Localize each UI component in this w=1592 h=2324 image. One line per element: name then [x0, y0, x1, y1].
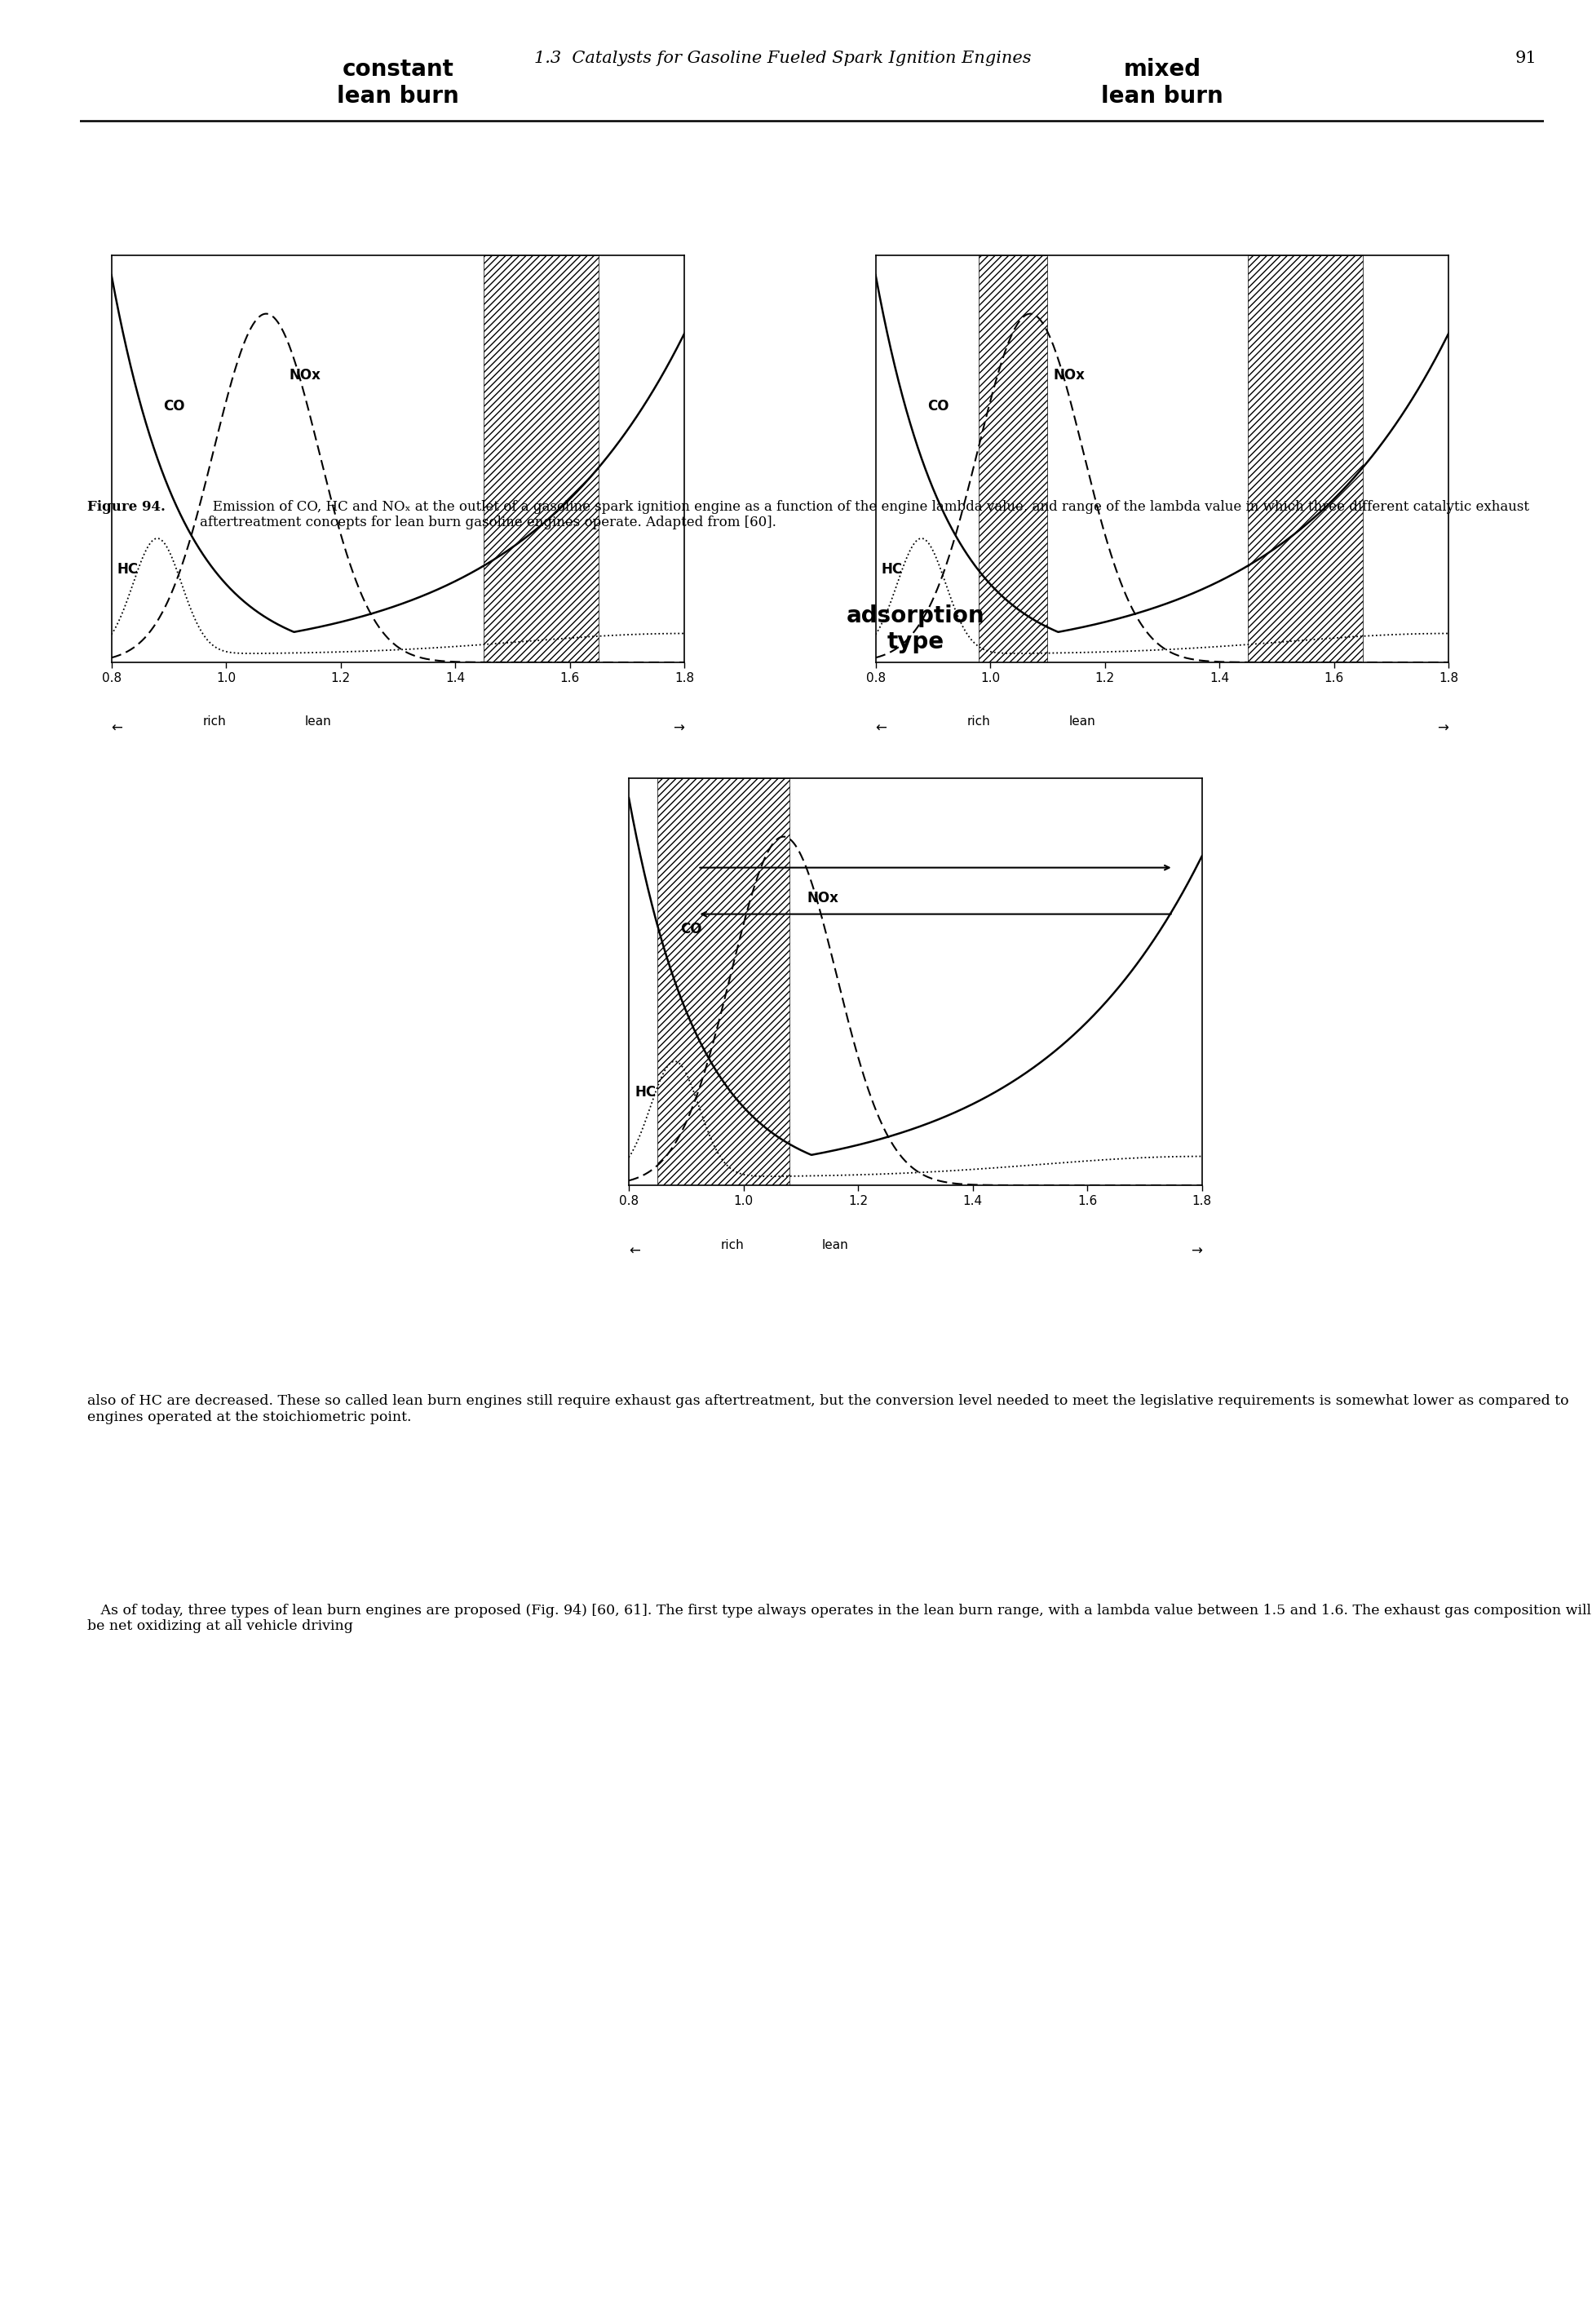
Polygon shape — [1248, 256, 1363, 662]
Text: HC: HC — [635, 1085, 656, 1099]
Text: ←: ← — [629, 1243, 640, 1257]
Text: →: → — [1191, 1243, 1202, 1257]
Text: Emission of CO, HC and NOₓ at the outlet of a gasoline spark ignition engine as : Emission of CO, HC and NOₓ at the outlet… — [199, 500, 1528, 530]
Text: also of HC are decreased. These so called lean burn engines still require exhaus: also of HC are decreased. These so calle… — [88, 1394, 1570, 1425]
Text: CO: CO — [927, 400, 949, 414]
Text: rich: rich — [966, 716, 990, 727]
Text: lean: lean — [821, 1239, 849, 1250]
Text: 1.3  Catalysts for Gasoline Fueled Spark Ignition Engines: 1.3 Catalysts for Gasoline Fueled Spark … — [533, 51, 1032, 65]
Polygon shape — [657, 779, 790, 1185]
Text: ←: ← — [876, 720, 887, 734]
Text: HC: HC — [882, 562, 903, 576]
Text: CO: CO — [162, 400, 185, 414]
Text: rich: rich — [202, 716, 226, 727]
Polygon shape — [484, 256, 599, 662]
Text: adsorption
type: adsorption type — [847, 604, 984, 653]
Text: Figure 94.: Figure 94. — [88, 500, 166, 514]
Text: HC: HC — [118, 562, 139, 576]
Polygon shape — [979, 256, 1048, 662]
Text: lean: lean — [304, 716, 331, 727]
Text: →: → — [1438, 720, 1449, 734]
Text: lean: lean — [1068, 716, 1095, 727]
Text: NOx: NOx — [807, 890, 839, 906]
Text: constant
lean burn: constant lean burn — [338, 58, 458, 107]
Text: →: → — [673, 720, 685, 734]
Text: CO: CO — [680, 923, 702, 937]
Text: mixed
lean burn: mixed lean burn — [1102, 58, 1223, 107]
Text: rich: rich — [720, 1239, 743, 1250]
Text: As of today, three types of lean burn engines are proposed (Fig. 94) [60, 61]. T: As of today, three types of lean burn en… — [88, 1604, 1592, 1634]
Text: NOx: NOx — [290, 367, 322, 383]
Text: 91: 91 — [1516, 51, 1536, 65]
Text: ←: ← — [111, 720, 123, 734]
Text: NOx: NOx — [1054, 367, 1086, 383]
